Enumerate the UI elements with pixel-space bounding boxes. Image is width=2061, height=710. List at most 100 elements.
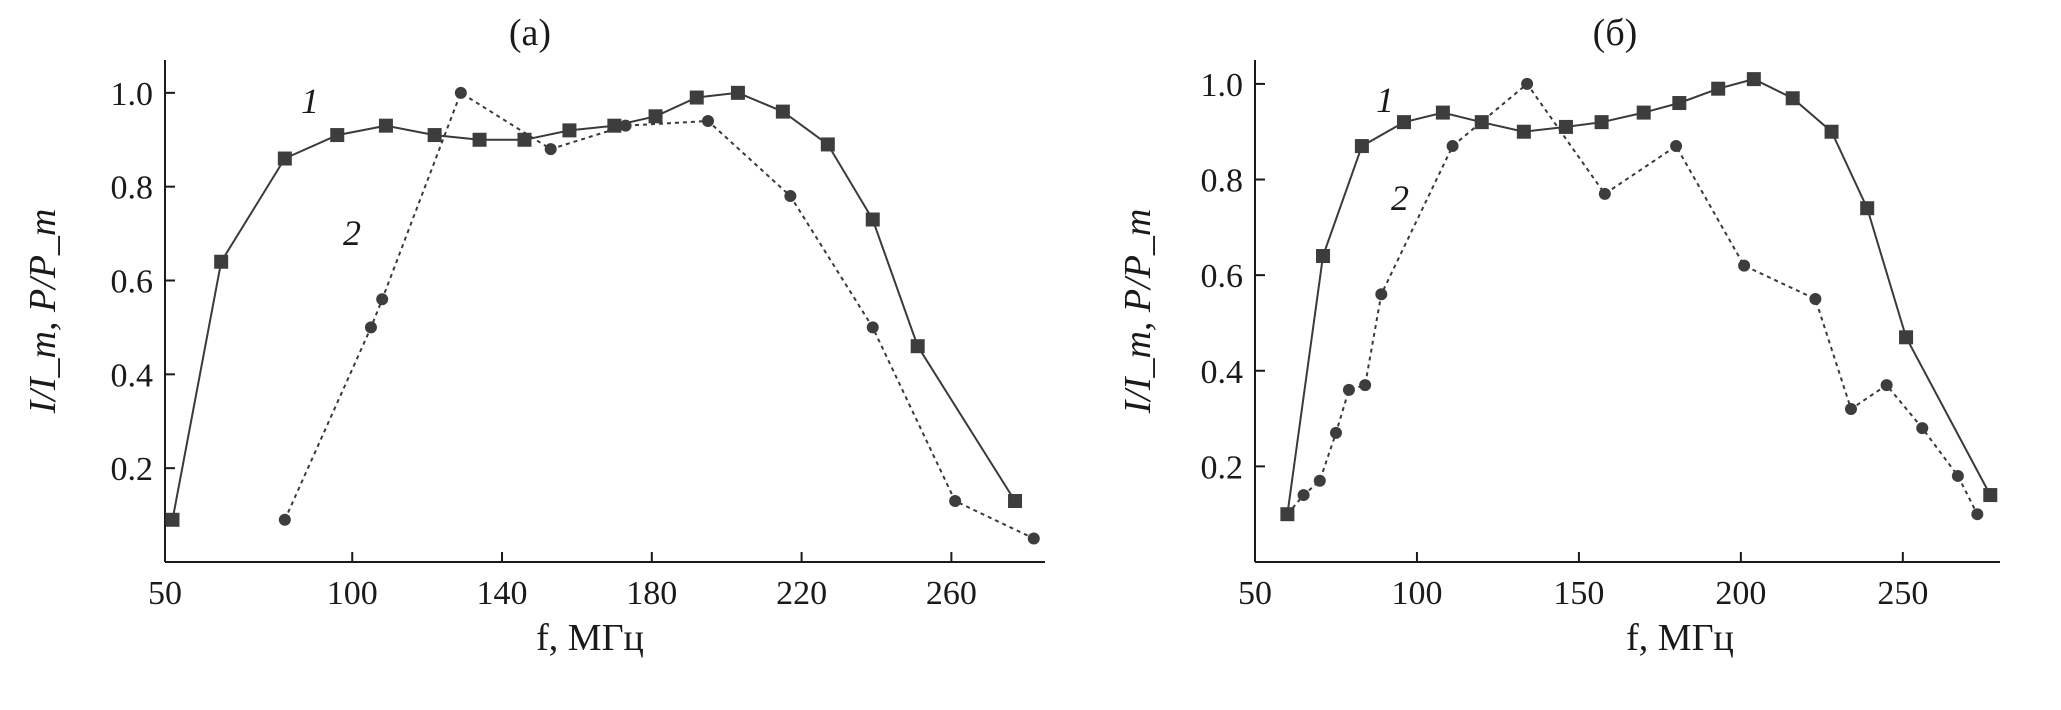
series-1-point xyxy=(820,137,835,152)
series-2-label: 2 xyxy=(343,213,361,253)
series-1-label: 1 xyxy=(1376,80,1394,120)
x-tick-label: 50 xyxy=(148,575,182,612)
x-tick-label: 100 xyxy=(327,575,378,612)
series-2-point xyxy=(1375,288,1388,301)
y-tick-label: 0.8 xyxy=(1201,163,1244,200)
series-2-point xyxy=(1329,426,1342,439)
x-tick-label: 250 xyxy=(1877,575,1928,612)
series-2-point xyxy=(1027,532,1040,545)
x-tick-label: 140 xyxy=(477,575,528,612)
x-tick-label: 150 xyxy=(1553,575,1604,612)
series-1-point xyxy=(1636,105,1651,120)
panel-title: (б) xyxy=(1593,12,1638,54)
series-1-point xyxy=(689,90,704,105)
x-tick-label: 100 xyxy=(1391,575,1442,612)
chart-panel-b: (б) 50 100 150 200 250 0.2 0.4 0.6 0.8 1.0 f, МГц I/… xyxy=(1117,12,2000,659)
series-1-line xyxy=(171,91,1016,520)
series-2-point xyxy=(1297,489,1310,502)
panel-title: (a) xyxy=(509,12,551,54)
y-tick-label: 0.8 xyxy=(111,170,154,207)
series-1-point xyxy=(1983,488,1998,503)
series-1-point xyxy=(472,132,487,147)
series-1-point xyxy=(1516,124,1531,139)
series-1-point xyxy=(1558,119,1573,134)
series-2-point xyxy=(1446,140,1459,153)
series-2-point xyxy=(1313,474,1326,487)
series-1-point xyxy=(607,118,622,133)
series-2-point xyxy=(544,143,557,156)
y-axis-label: I/I_m, P/P_m xyxy=(1117,209,1159,415)
series-1-point xyxy=(562,123,577,138)
series-2-point xyxy=(1951,469,1964,482)
x-tick-label: 220 xyxy=(776,575,827,612)
series-2-line xyxy=(283,91,1035,540)
series-2-point xyxy=(1971,508,1984,521)
series-2-point xyxy=(866,321,879,334)
series-1-point xyxy=(648,109,663,124)
y-tick-label: 0.6 xyxy=(1201,258,1244,295)
series-2-point xyxy=(1598,187,1611,200)
x-axis-label: f, МГц xyxy=(1626,617,1734,659)
series-1-point xyxy=(165,512,180,527)
series-1-point xyxy=(1008,494,1023,509)
y-tick-label: 1.0 xyxy=(111,76,154,113)
series-1-point xyxy=(277,151,292,166)
series-1-point xyxy=(427,128,442,143)
series-2-line xyxy=(1286,82,1979,515)
series-1-point xyxy=(517,132,532,147)
series-2-point xyxy=(364,321,377,334)
series-1-point xyxy=(330,128,345,143)
series-1-label: 1 xyxy=(301,81,319,121)
series-2-point xyxy=(1342,383,1355,396)
series-1-point xyxy=(1354,139,1369,154)
series-2-point xyxy=(1281,508,1294,521)
series-1-point xyxy=(1711,81,1726,96)
series-2-point xyxy=(1670,140,1683,153)
y-tick-label: 1.0 xyxy=(1201,67,1244,104)
series-2-point xyxy=(784,190,797,203)
y-tick-label: 0.4 xyxy=(1201,354,1244,391)
x-tick-label: 180 xyxy=(626,575,677,612)
series-2-point xyxy=(376,293,389,306)
y-tick-label: 0.6 xyxy=(111,264,154,301)
series-2-point xyxy=(619,119,632,132)
series-2-point xyxy=(1880,379,1893,392)
series-2-point xyxy=(278,513,291,526)
series-1-point xyxy=(1435,105,1450,120)
chart-panel-a: (a) 50 100 140 180 220 260 0.2 0.4 0.6 0.8 1.0 f, МГ… xyxy=(22,12,1045,659)
series-2-point xyxy=(701,114,714,127)
series-1-point xyxy=(1672,96,1687,111)
series-1-point xyxy=(1594,115,1609,130)
y-tick-label: 0.2 xyxy=(111,451,154,488)
series-1-point xyxy=(730,85,745,100)
series-2-point xyxy=(949,495,962,508)
series-2-point xyxy=(1738,259,1751,272)
series-1-line xyxy=(1286,78,1992,515)
series-2-point xyxy=(1845,403,1857,416)
x-tick-label: 260 xyxy=(926,575,977,612)
series-1-point xyxy=(1746,72,1761,87)
y-axis-label: I/I_m, P/P_m xyxy=(22,209,64,415)
x-axis-label: f, МГц xyxy=(536,617,644,659)
series-1-point xyxy=(1899,330,1914,345)
series-1-point xyxy=(1824,124,1839,139)
y-tick-label: 0.2 xyxy=(1201,449,1244,486)
series-1-point xyxy=(775,104,790,119)
series-1-point xyxy=(1785,91,1800,106)
series-2-point xyxy=(1916,422,1929,435)
series-2-point xyxy=(1359,379,1372,392)
series-1-point xyxy=(1474,115,1489,130)
series-1-point xyxy=(865,212,880,227)
series-2-point xyxy=(1809,293,1822,306)
series-1-point xyxy=(1397,115,1411,130)
series-1-point xyxy=(378,118,393,133)
x-tick-label: 200 xyxy=(1715,575,1766,612)
y-tick-label: 0.4 xyxy=(111,357,154,394)
series-2-point xyxy=(454,86,467,99)
series-1-point xyxy=(1860,201,1875,216)
series-2-label: 2 xyxy=(1391,178,1409,218)
series-1-point xyxy=(1316,249,1331,264)
series-1-point xyxy=(214,254,229,269)
series-2-point xyxy=(1521,77,1534,90)
